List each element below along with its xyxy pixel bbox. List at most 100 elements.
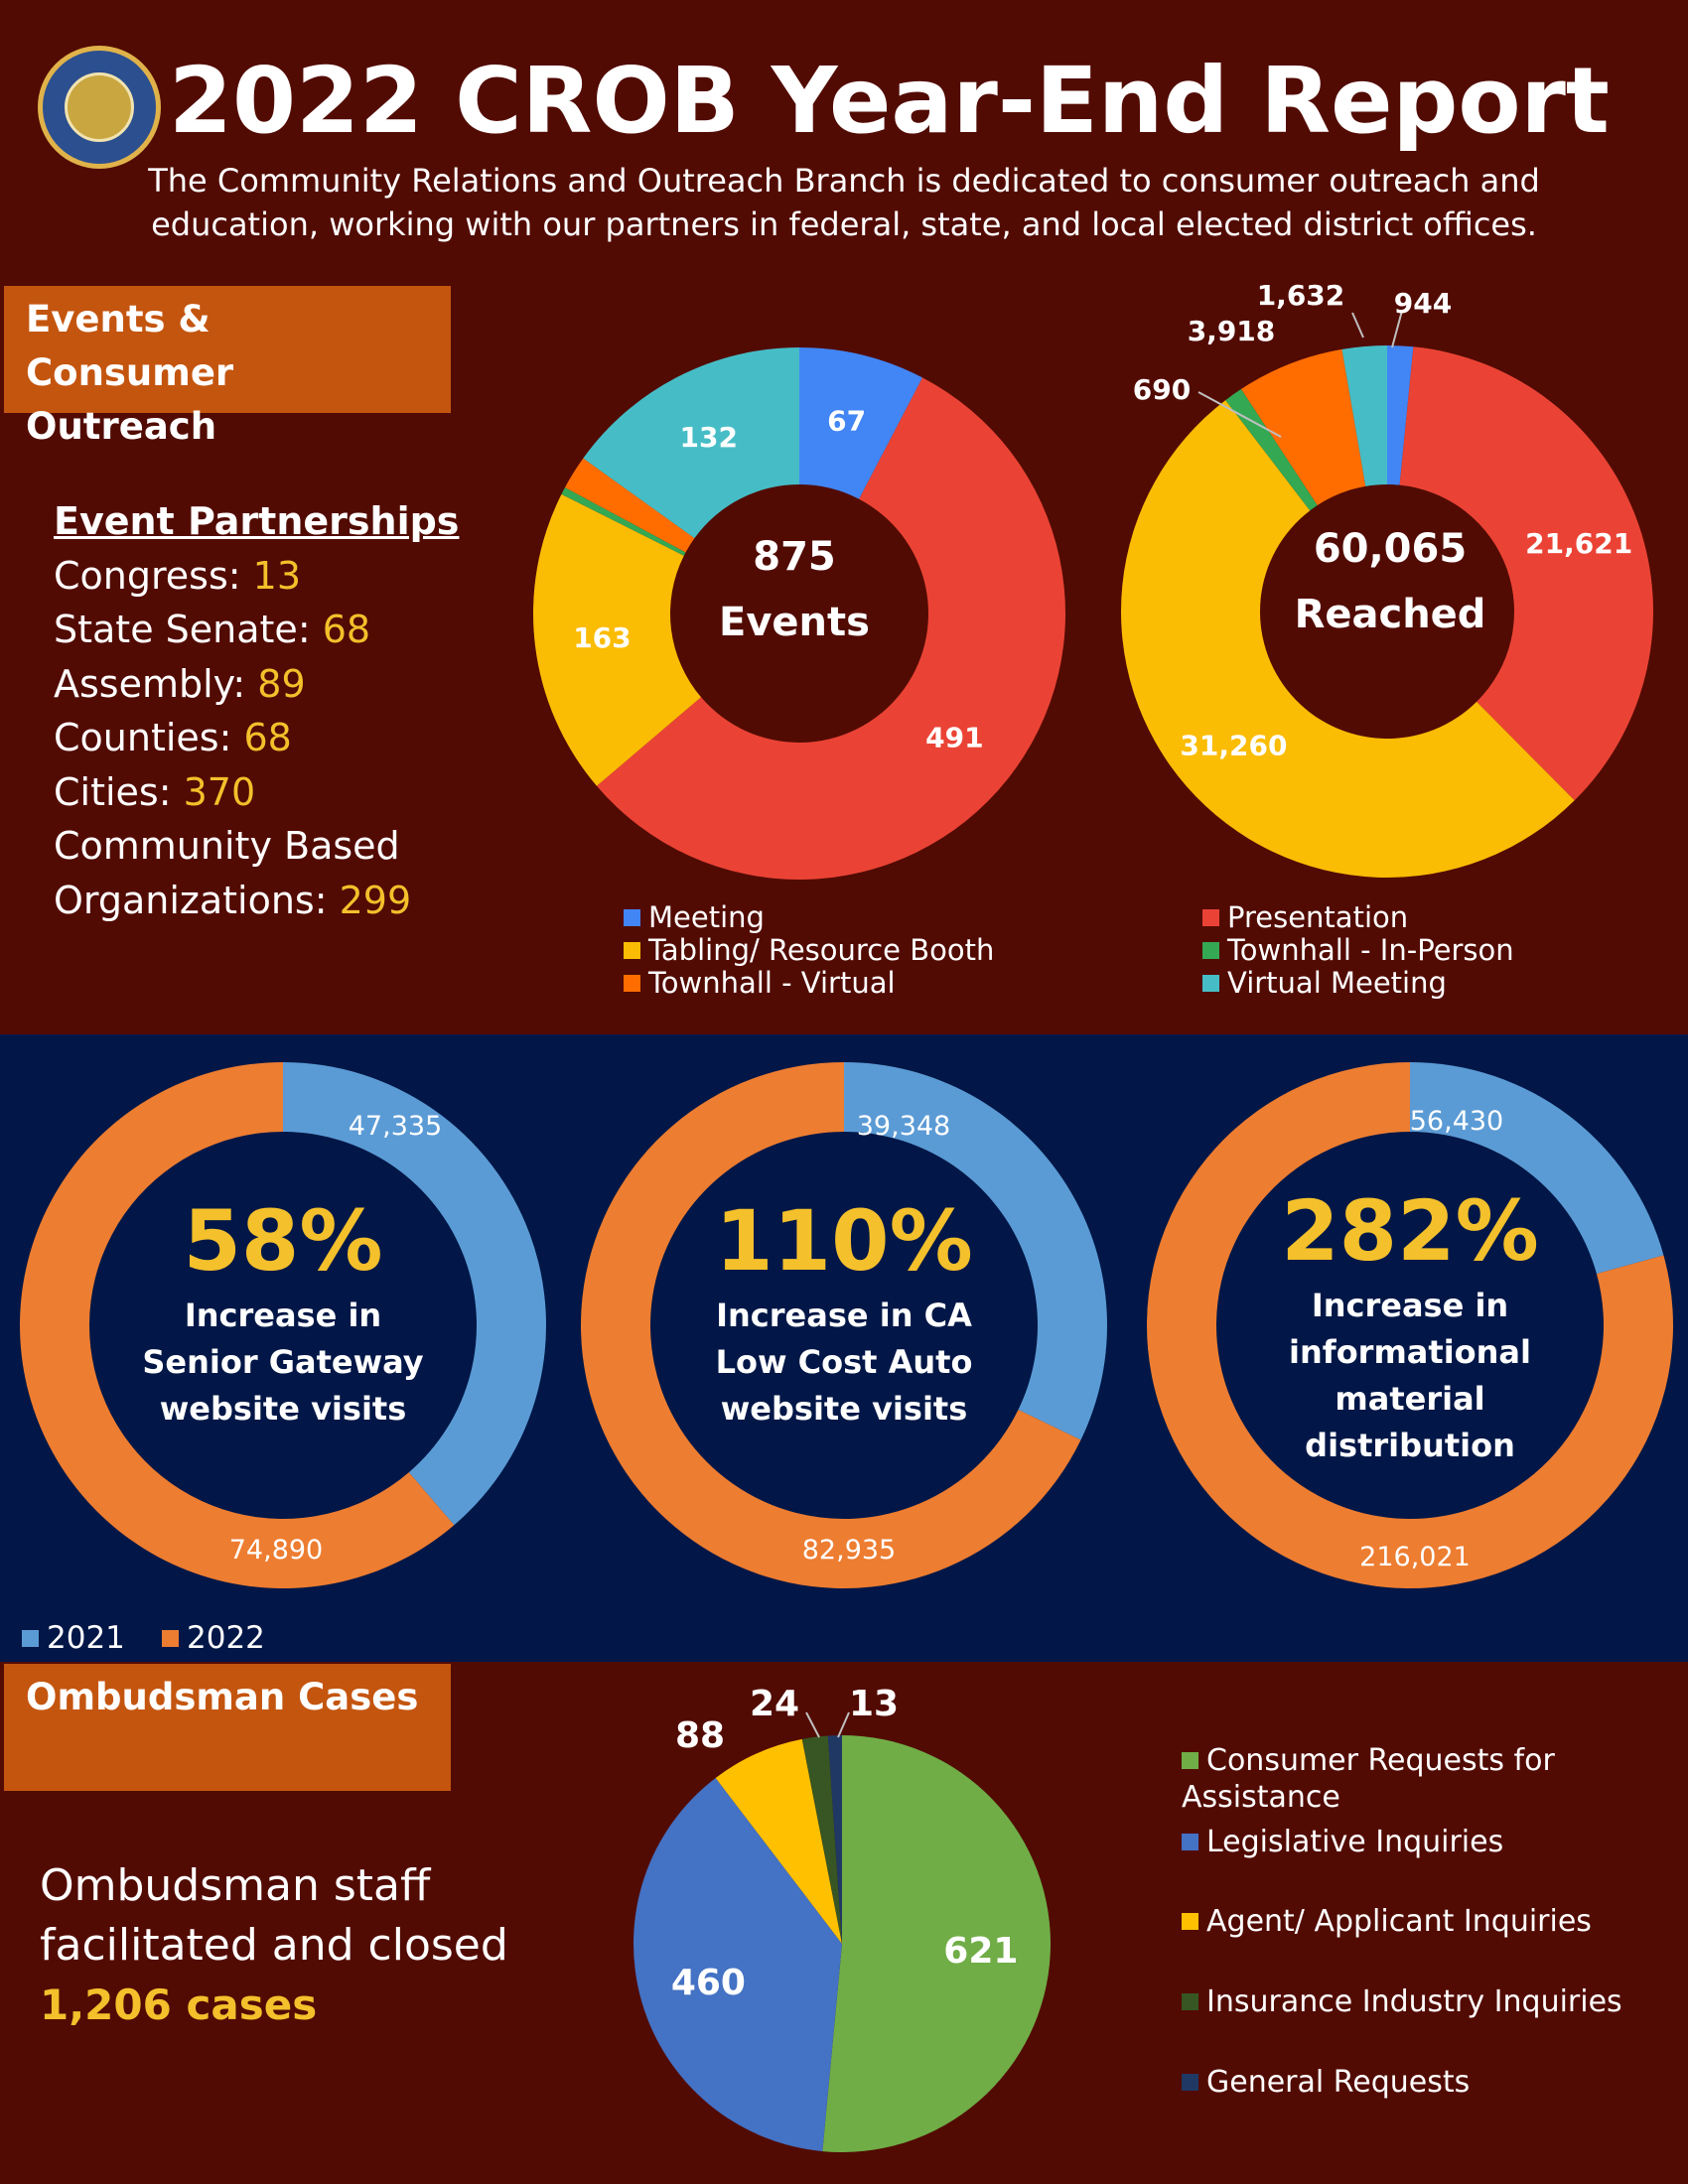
data-label-reached-2: 31,260 — [1180, 730, 1287, 762]
legend-label: General Requests — [1206, 2065, 1471, 2100]
partnership-value: 89 — [257, 661, 306, 706]
increase-line: Low Cost Auto — [715, 1343, 973, 1381]
partnership-value: 13 — [252, 553, 301, 598]
legend-label: 2021 — [47, 1620, 125, 1656]
legend-label: Townhall - Virtual — [648, 966, 896, 1000]
chart-slice-reached-0 — [1387, 345, 1414, 485]
data-label-reached-5: 1,632 — [1257, 279, 1345, 312]
seal-emblem — [65, 72, 134, 142]
legend-label: Presentation — [1227, 900, 1409, 934]
legend-item: Townhall - In-Person — [1202, 934, 1514, 967]
data-label-senior-1: 74,890 — [229, 1535, 323, 1566]
legend-item: 2021 — [22, 1622, 125, 1655]
partnership-value: 299 — [339, 878, 412, 922]
partnership-row: State Senate: 68 — [54, 603, 491, 657]
legend-item: Insurance Industry Inquiries — [1182, 1983, 1622, 2020]
senior-gateway-donut-chart: 47,335 74,890 — [20, 1062, 546, 1588]
reached-total-label: Reached — [1294, 592, 1486, 637]
legend-item: Consumer Requests for Assistance — [1182, 1742, 1658, 1816]
chart-slice-reached-1 — [1399, 346, 1653, 801]
legend-swatch — [1202, 975, 1219, 992]
partnership-value: 370 — [183, 769, 256, 814]
chart-slice-senior-1 — [20, 1062, 455, 1588]
leader-line — [805, 1711, 820, 1738]
increase-line: Increase in — [184, 1297, 382, 1334]
chart-slice-ombudsman-3 — [801, 1735, 842, 1944]
chart-slice-reached-2 — [1120, 400, 1575, 879]
chart-slice-events-1 — [596, 377, 1065, 880]
increase-line: website visits — [159, 1390, 407, 1428]
data-label-reached-0: 944 — [1394, 287, 1452, 320]
chart-slice-auto-0 — [844, 1062, 1107, 1440]
partnership-label: Assembly: — [54, 661, 258, 706]
increase-line: distribution — [1305, 1427, 1515, 1464]
intro-text: The Community Relations and Outreach Bra… — [148, 162, 1540, 243]
legend-label: 2022 — [187, 1620, 265, 1656]
legend-label: Virtual Meeting — [1227, 966, 1447, 1000]
increase-line: informational — [1289, 1333, 1531, 1371]
legend-label: Agent/ Applicant Inquiries — [1206, 1904, 1592, 1939]
legend-swatch — [22, 1630, 39, 1647]
ombudsman-section-tag: Ombudsman Cases — [4, 1664, 451, 1791]
chart-slice-events-0 — [799, 347, 923, 499]
legend-item: Meeting — [624, 901, 765, 934]
chart-slice-material-0 — [1410, 1062, 1664, 1275]
data-label-auto-1: 82,935 — [802, 1535, 896, 1566]
data-label-reached-3: 690 — [1133, 373, 1191, 406]
partnership-label: State Senate: — [54, 608, 323, 651]
event-partnerships: Event Partnerships Congress: 13 State Se… — [54, 494, 491, 927]
legend-swatch — [1182, 2074, 1198, 2091]
partnership-row: Organizations: 299 — [54, 874, 491, 928]
increase-line: Increase in — [1311, 1287, 1509, 1324]
low-cost-auto-donut-chart: 39,348 82,935 — [581, 1062, 1107, 1588]
partnership-label: Counties: — [54, 716, 244, 759]
events-section-tag: Events & Consumer Outreach — [4, 286, 451, 448]
legend-label: Townhall - In-Person — [1227, 933, 1514, 967]
partnership-label: Congress: — [54, 553, 253, 598]
legend-item: Tabling/ Resource Booth — [624, 934, 994, 967]
chart-slice-ombudsman-1 — [633, 1777, 842, 2152]
data-label-reached-4: 3,918 — [1188, 315, 1276, 347]
legend-swatch — [624, 975, 640, 992]
chart-slice-events-5 — [583, 347, 799, 539]
partnerships-heading: Event Partnerships — [54, 499, 460, 543]
leader-line — [837, 1711, 850, 1738]
chart-slice-events-4 — [565, 458, 695, 553]
ombudsman-pie-chart: 621 460 88 24 13 — [633, 1684, 1051, 2152]
data-label-ombudsman-0: 621 — [943, 1931, 1018, 1972]
legend-swatch — [624, 909, 640, 926]
increase-percent: 58% — [183, 1192, 383, 1290]
partnership-row: Counties: 68 — [54, 711, 491, 765]
ombudsman-case-count: 1,206 cases — [40, 1980, 318, 2029]
ombudsman-summary: Ombudsman staff facilitated and closed 1… — [40, 1856, 556, 2035]
legend-swatch — [1182, 1913, 1198, 1930]
data-label-events-0: 67 — [827, 405, 866, 438]
legend-label: Tabling/ Resource Booth — [648, 933, 995, 967]
legend-label: Consumer Requests for Assistance — [1182, 1743, 1555, 1815]
partnership-row: Congress: 13 — [54, 549, 491, 604]
legend-swatch — [1202, 909, 1219, 926]
data-label-material-1: 216,021 — [1359, 1542, 1471, 1572]
legend-swatch — [1182, 1834, 1198, 1850]
events-total: 875 — [753, 534, 836, 580]
increase-percent: 110% — [715, 1192, 973, 1290]
legend-swatch — [624, 942, 640, 959]
increase-line: material — [1335, 1380, 1485, 1418]
legend-swatch — [1202, 942, 1219, 959]
data-label-ombudsman-1: 460 — [671, 1963, 746, 2003]
partnership-row: Cities: 370 — [54, 765, 491, 820]
legend-item: Legislative Inquiries — [1182, 1824, 1503, 1860]
leader-line — [1197, 391, 1282, 438]
chart-slice-reached-4 — [1241, 348, 1366, 505]
legend-label: Meeting — [648, 900, 765, 934]
data-label-reached-1: 21,621 — [1525, 527, 1632, 560]
chart-slice-events-3 — [561, 487, 686, 556]
legend-item: General Requests — [1182, 2064, 1470, 2101]
legend-label: Legislative Inquiries — [1206, 1825, 1504, 1859]
chart-slice-ombudsman-0 — [822, 1735, 1051, 2152]
department-seal-logo — [38, 46, 161, 169]
data-label-events-2: 163 — [573, 621, 631, 654]
chart-slice-events-2 — [533, 493, 702, 786]
chart-slice-ombudsman-4 — [827, 1735, 842, 1944]
